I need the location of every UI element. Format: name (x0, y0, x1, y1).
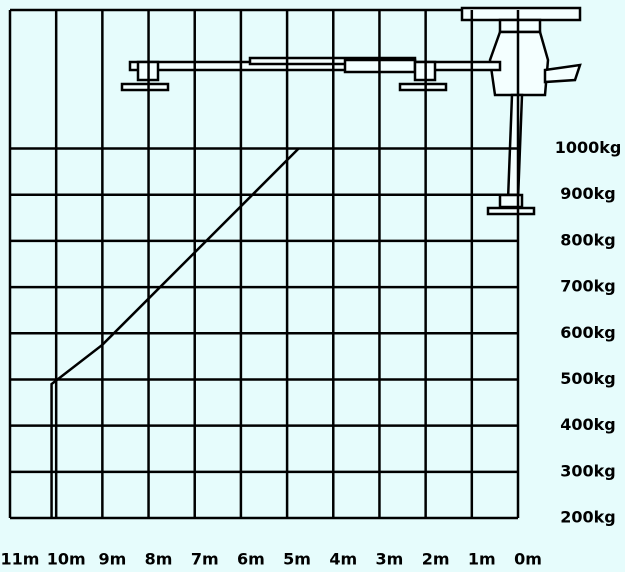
x-tick-label: 9m (98, 550, 126, 569)
x-tick-label: 0m (514, 550, 542, 569)
y-tick-label: 400kg (560, 415, 616, 434)
x-tick-label: 5m (283, 550, 311, 569)
y-tick-label: 600kg (560, 323, 616, 342)
y-tick-label: 900kg (560, 184, 616, 203)
load-curve (50, 147, 300, 518)
x-tick-label: 6m (237, 550, 265, 569)
y-tick-label: 200kg (560, 508, 616, 527)
x-tick-label: 8m (145, 550, 173, 569)
x-tick-label: 2m (422, 550, 450, 569)
x-tick-label: 4m (329, 550, 357, 569)
y-tick-label: 300kg (560, 461, 616, 480)
crane-drawing (120, 6, 582, 216)
y-tick-label: 800kg (560, 230, 616, 249)
x-tick-label: 7m (191, 550, 219, 569)
x-tick-label: 10m (47, 550, 86, 569)
x-tick-label: 11m (1, 550, 40, 569)
x-tick-label: 3m (376, 550, 404, 569)
x-tick-label: 1m (468, 550, 496, 569)
y-tick-label: 700kg (560, 277, 616, 296)
y-tick-label: 1000kg (555, 138, 622, 157)
y-tick-label: 500kg (560, 369, 616, 388)
